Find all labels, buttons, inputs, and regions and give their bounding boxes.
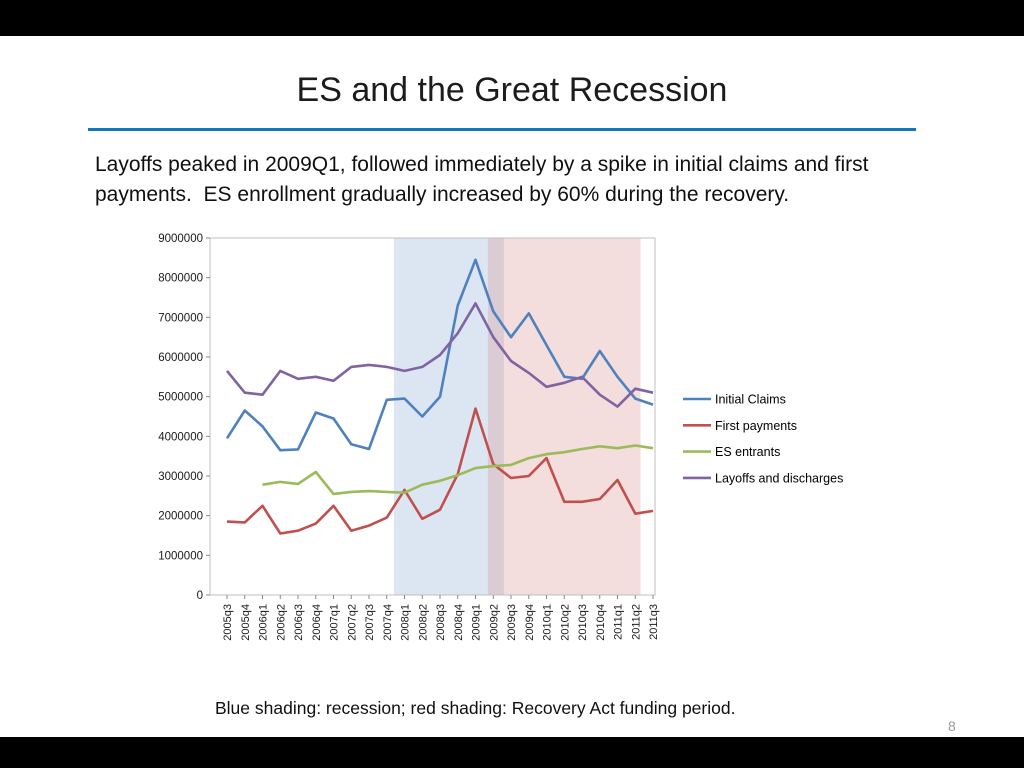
es-chart: 0 1000000 2000000 3000000 4000000 5000000 6000… — [158, 233, 843, 641]
plot-shading — [393, 238, 641, 595]
y-axis: 0 1000000 2000000 3000000 4000000 5000000 6000… — [158, 233, 210, 602]
x-tick-label: 2011q2 — [630, 604, 642, 640]
legend-label-layoffs-and-discharges: Layoffs and discharges — [715, 471, 843, 485]
shading-band-recovery — [487, 238, 641, 595]
legend: Initial Claims First payments ES entrants L… — [683, 393, 843, 485]
y-tick-label: 5000000 — [158, 392, 203, 404]
x-tick-label: 2008q2 — [417, 604, 429, 641]
x-tick-label: 2010q1 — [542, 604, 554, 641]
y-tick-label: 2000000 — [158, 511, 203, 523]
x-tick-label: 2008q4 — [453, 604, 465, 641]
series-line-initial-claims — [225, 258, 654, 452]
x-tick-label: 2006q1 — [258, 604, 270, 641]
x-tick-label: 2006q3 — [293, 604, 305, 641]
body-text: Layoffs peaked in 2009Q1, followed immed… — [95, 153, 875, 206]
x-tick-label: 2006q2 — [275, 604, 287, 641]
bottom-letterbox-bar — [0, 737, 1024, 768]
page-number: 8 — [948, 718, 956, 734]
y-tick-label: 9000000 — [158, 233, 203, 245]
y-tick-label: 8000000 — [158, 273, 203, 285]
legend-label-es-entrants: ES entrants — [715, 445, 780, 459]
x-tick-label: 2009q2 — [488, 604, 500, 641]
x-tick-label: 2011q3 — [648, 604, 660, 640]
x-tick-label: 2005q4 — [240, 604, 252, 641]
x-tick-label: 2005q3 — [222, 604, 234, 641]
x-tick-label: 2010q3 — [577, 604, 589, 641]
y-tick-label: 6000000 — [158, 352, 203, 364]
series-line-es-entrants — [262, 444, 654, 496]
shading-band-recession — [393, 238, 504, 595]
slide-title: ES and the Great Recession — [296, 71, 728, 109]
y-tick-label: 7000000 — [158, 312, 203, 324]
x-axis: 2005q3 2005q4 2006q1 2006q2 2006q3 2006q4 2007… — [222, 595, 660, 641]
x-tick-label: 2008q3 — [435, 604, 447, 641]
y-tick-label: 3000000 — [158, 471, 203, 483]
x-tick-label: 2007q3 — [364, 604, 376, 641]
x-tick-label: 2011q1 — [613, 604, 625, 640]
x-tick-label: 2010q4 — [595, 604, 607, 641]
y-tick-label: 1000000 — [158, 550, 203, 562]
x-tick-label: 2007q2 — [346, 604, 358, 641]
x-tick-label: 2009q1 — [471, 604, 483, 641]
top-letterbox-bar — [0, 0, 1024, 36]
legend-label-initial-claims: Initial Claims — [715, 393, 786, 407]
y-tick-label: 4000000 — [158, 431, 203, 443]
x-tick-label: 2007q4 — [382, 604, 394, 641]
x-tick-label: 2009q3 — [506, 604, 518, 641]
x-tick-label: 2009q4 — [524, 604, 536, 641]
legend-label-first-payments: First payments — [715, 419, 797, 433]
series-line-first-payments — [226, 407, 654, 535]
series-lines — [225, 258, 654, 535]
y-tick-label: 0 — [197, 590, 203, 602]
plot-border — [209, 237, 656, 596]
series-line-layoffs-and-discharges — [225, 302, 654, 408]
title-divider-rule — [88, 128, 916, 131]
shading-caption: Blue shading: recession; red shading: Re… — [215, 698, 736, 718]
x-tick-label: 2006q4 — [311, 604, 323, 641]
x-tick-label: 2010q2 — [559, 604, 571, 641]
x-tick-label: 2007q1 — [329, 604, 341, 641]
x-tick-label: 2008q1 — [400, 604, 412, 641]
